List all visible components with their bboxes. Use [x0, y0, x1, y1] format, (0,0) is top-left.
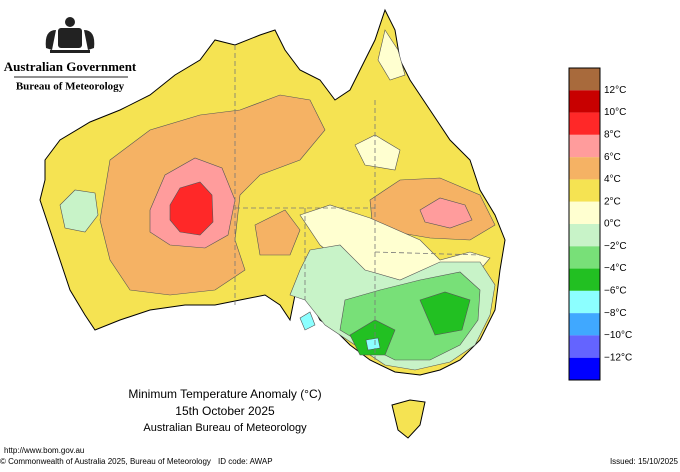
map: [39, 8, 506, 439]
legend-label: −10°C: [604, 330, 632, 341]
legend-label: 6°C: [604, 152, 621, 163]
anomaly-region: [377, 29, 406, 81]
legend-label: 0°C: [604, 219, 621, 230]
legend-label: 12°C: [604, 85, 626, 96]
footer-copyright: © Commonwealth of Australia 2025, Bureau…: [0, 457, 211, 466]
tasmania: [391, 399, 426, 439]
legend-label: −8°C: [604, 308, 627, 319]
legend-label: −4°C: [604, 263, 627, 274]
anomaly-region: [299, 311, 316, 331]
anomaly-region: [349, 319, 396, 356]
footer-id: ID code: AWAP: [218, 457, 273, 466]
legend-swatch: [569, 157, 600, 180]
legend-swatch: [569, 224, 600, 247]
anomaly-region: [419, 291, 471, 336]
anomaly-region: [365, 337, 381, 351]
legend-swatch: [569, 313, 600, 336]
legend-swatch: [569, 68, 600, 91]
legend-swatch: [569, 268, 600, 291]
legend: 12°C 10°C 8°C 6°C 4°C 2°C 0°C −2°C −4°C −6°C −8°C −…: [568, 67, 632, 381]
legend-swatch: [569, 246, 600, 269]
anomaly-region: [354, 134, 401, 171]
anomaly-region: [419, 197, 473, 229]
state-borders: [234, 45, 481, 360]
map-title: Minimum Temperature Anomaly (°C): [128, 387, 321, 401]
legend-swatch: [569, 179, 600, 202]
legend-swatch: [569, 112, 600, 135]
legend-swatch: [569, 134, 600, 158]
legend-swatch: [569, 335, 600, 358]
anomaly-region: [59, 189, 99, 233]
legend-frame: [568, 67, 601, 381]
legend-swatch: [569, 201, 600, 224]
legend-label: 2°C: [604, 196, 621, 207]
government-name: Australian Government: [4, 59, 137, 74]
coat-of-arms: [45, 17, 95, 53]
legend-label: 8°C: [604, 129, 621, 140]
legend-label: −2°C: [604, 241, 627, 252]
footer-issued: Issued: 15/10/2025: [610, 457, 679, 466]
legend-label: −6°C: [604, 285, 627, 296]
anomaly-region: [169, 181, 214, 236]
footer-url: http://www.bom.gov.au: [4, 446, 84, 455]
map-date: 15th October 2025: [175, 404, 275, 418]
legend-label: 4°C: [604, 174, 621, 185]
legend-label: −12°C: [604, 352, 632, 363]
agency-name: Bureau of Meteorology: [16, 81, 125, 93]
anomaly-region: [254, 209, 301, 256]
legend-swatch: [569, 357, 600, 380]
legend-swatch: [569, 90, 600, 113]
legend-label: 10°C: [604, 107, 626, 118]
legend-swatch: [569, 290, 600, 314]
map-source: Australian Bureau of Meteorology: [143, 422, 307, 434]
